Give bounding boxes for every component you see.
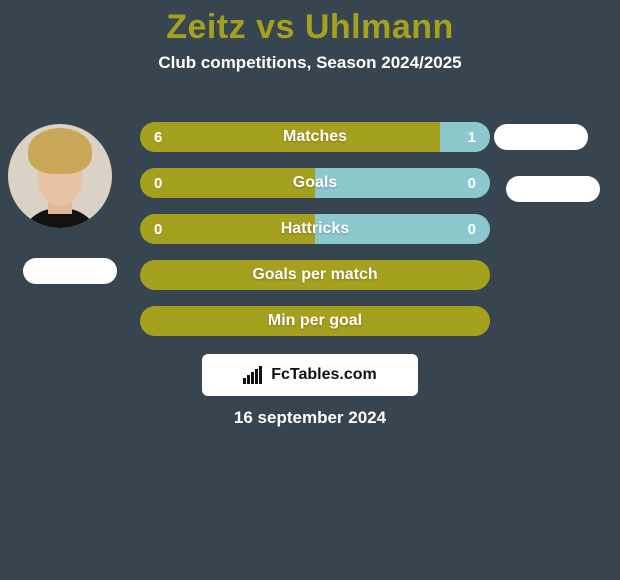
bar-label: Matches (283, 128, 347, 146)
bar-value-right: 1 (454, 122, 490, 152)
bar-value-left: 0 (140, 168, 176, 198)
source-logo-text: FcTables.com (271, 366, 377, 384)
subtitle: Club competitions, Season 2024/2025 (0, 53, 620, 73)
bar-value-left: 6 (140, 122, 176, 152)
stat-bar-hattricks: 0 Hattricks 0 (140, 214, 490, 244)
source-logo-box: FcTables.com (202, 354, 418, 396)
stat-bar-min-per-goal: Min per goal (140, 306, 490, 336)
comparison-card: Zeitz vs Uhlmann Club competitions, Seas… (0, 0, 620, 580)
stat-bar-matches: 6 Matches 1 (140, 122, 490, 152)
avatar-silhouette (8, 124, 112, 228)
stat-bar-goals: 0 Goals 0 (140, 168, 490, 198)
player-right-name-pill-2 (506, 176, 600, 202)
bar-value-left (140, 260, 168, 290)
stat-bar-goals-per-match: Goals per match (140, 260, 490, 290)
bar-value-right: 0 (454, 168, 490, 198)
bar-label: Hattricks (281, 220, 349, 238)
bar-value-left: 0 (140, 214, 176, 244)
player-left-avatar (8, 124, 112, 228)
bar-label: Min per goal (268, 312, 362, 330)
bar-value-right (462, 306, 490, 336)
page-title: Zeitz vs Uhlmann (0, 8, 620, 47)
bar-chart-icon (243, 366, 265, 384)
bar-value-right (462, 260, 490, 290)
bar-label: Goals per match (252, 266, 377, 284)
bar-value-right: 0 (454, 214, 490, 244)
player-right-name-pill-1 (494, 124, 588, 150)
bar-value-left (140, 306, 168, 336)
bar-label: Goals (293, 174, 337, 192)
stat-bars: 6 Matches 1 0 Goals 0 0 Hattricks 0 Goal… (140, 122, 490, 352)
player-left-name-pill (23, 258, 117, 284)
date-label: 16 september 2024 (234, 408, 386, 428)
